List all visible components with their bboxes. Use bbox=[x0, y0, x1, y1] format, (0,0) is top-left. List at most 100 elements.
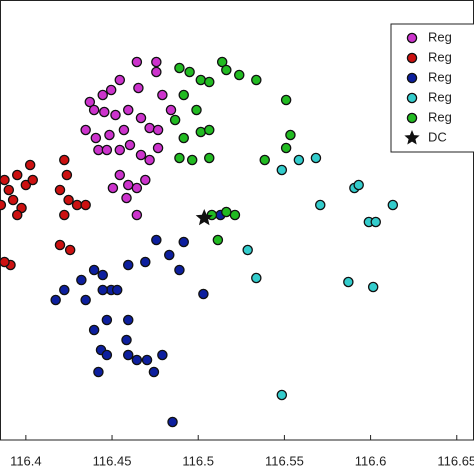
point bbox=[11, 169, 23, 181]
point bbox=[114, 74, 126, 86]
point bbox=[198, 288, 209, 300]
point bbox=[229, 209, 241, 221]
point bbox=[80, 199, 91, 211]
point bbox=[135, 112, 147, 124]
point bbox=[151, 56, 162, 68]
point bbox=[27, 174, 38, 186]
point bbox=[216, 56, 228, 68]
point bbox=[54, 184, 66, 196]
point bbox=[131, 209, 143, 221]
point bbox=[0, 199, 7, 211]
x-tick-label: 116.4 bbox=[10, 453, 42, 468]
point bbox=[212, 234, 224, 246]
point bbox=[11, 209, 23, 221]
point bbox=[195, 74, 207, 86]
x-tick-label: 116.65 bbox=[437, 453, 474, 468]
point bbox=[152, 124, 164, 136]
point bbox=[178, 236, 189, 248]
point bbox=[64, 244, 76, 256]
point bbox=[20, 179, 32, 191]
point bbox=[203, 152, 215, 164]
x-tick-label: 116.55 bbox=[265, 453, 304, 468]
point bbox=[93, 366, 104, 378]
point bbox=[184, 66, 195, 78]
point bbox=[370, 216, 382, 228]
point bbox=[97, 269, 108, 281]
point bbox=[122, 259, 134, 271]
point bbox=[122, 314, 134, 326]
point bbox=[195, 126, 207, 138]
point bbox=[233, 69, 245, 81]
point bbox=[80, 294, 91, 306]
point bbox=[76, 274, 87, 286]
point bbox=[24, 159, 36, 171]
point bbox=[367, 281, 379, 293]
point bbox=[169, 114, 181, 126]
point bbox=[387, 199, 399, 211]
dc-marker bbox=[195, 209, 213, 226]
legend-label: Reg bbox=[428, 29, 452, 44]
point bbox=[251, 272, 262, 284]
point bbox=[151, 234, 162, 246]
point bbox=[71, 199, 83, 211]
legend-label: Reg bbox=[428, 69, 452, 84]
x-tick-label: 116.5 bbox=[182, 453, 214, 468]
point bbox=[280, 94, 292, 106]
legend-label: Reg bbox=[428, 89, 452, 104]
point bbox=[133, 82, 144, 94]
point bbox=[293, 154, 305, 166]
point bbox=[131, 56, 143, 68]
point bbox=[107, 182, 119, 194]
point bbox=[343, 276, 354, 288]
legend-box bbox=[390, 23, 474, 153]
point bbox=[101, 144, 113, 156]
point bbox=[310, 152, 322, 164]
point bbox=[144, 122, 155, 134]
legend-marker bbox=[404, 130, 420, 145]
point bbox=[122, 179, 134, 191]
point bbox=[101, 349, 113, 361]
x-tick-label: 116.45 bbox=[93, 453, 132, 468]
point bbox=[242, 244, 253, 256]
point bbox=[3, 184, 15, 196]
legend: Reg Reg Reg Reg Reg DC bbox=[390, 23, 474, 153]
point bbox=[259, 154, 271, 166]
point bbox=[7, 194, 19, 206]
point bbox=[203, 76, 215, 88]
point bbox=[80, 124, 91, 136]
point bbox=[276, 164, 288, 176]
legend-marker bbox=[406, 92, 418, 104]
point bbox=[121, 192, 132, 204]
point bbox=[0, 174, 10, 186]
point bbox=[124, 139, 136, 151]
point bbox=[186, 154, 198, 166]
point bbox=[59, 154, 70, 166]
legend-marker bbox=[406, 112, 418, 124]
legend-marker bbox=[406, 72, 418, 84]
point bbox=[221, 64, 232, 76]
point bbox=[157, 89, 168, 101]
point bbox=[165, 104, 177, 116]
point bbox=[114, 144, 126, 156]
point bbox=[59, 284, 70, 296]
point bbox=[84, 96, 96, 108]
point bbox=[50, 294, 61, 306]
x-tick-label: 116.6 bbox=[355, 453, 387, 468]
point bbox=[88, 324, 100, 336]
point bbox=[178, 132, 189, 144]
point bbox=[167, 416, 178, 428]
point bbox=[99, 106, 110, 118]
point bbox=[135, 149, 147, 161]
point bbox=[97, 89, 108, 101]
point bbox=[280, 142, 292, 154]
point bbox=[221, 206, 232, 218]
point bbox=[105, 84, 117, 96]
point bbox=[174, 62, 185, 74]
point bbox=[63, 194, 74, 206]
point bbox=[88, 104, 100, 116]
point bbox=[178, 89, 189, 101]
point bbox=[88, 264, 100, 276]
point bbox=[315, 199, 326, 211]
point bbox=[104, 129, 115, 141]
point bbox=[157, 349, 168, 361]
